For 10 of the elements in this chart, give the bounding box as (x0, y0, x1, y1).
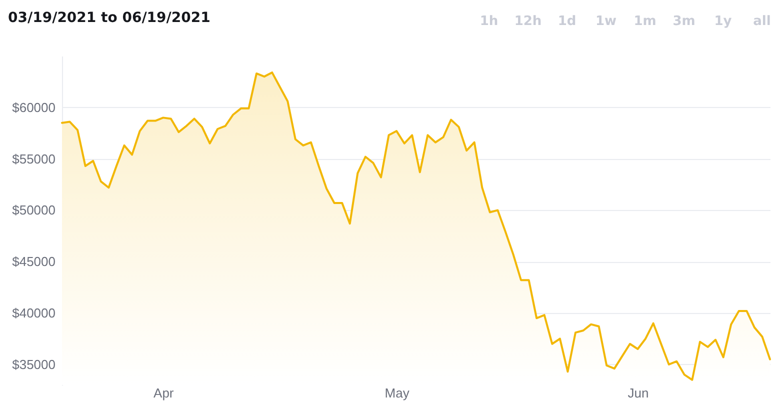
y-tick-label: $55000 (12, 151, 56, 166)
x-tick-label: Apr (154, 386, 174, 400)
y-tick-label: $50000 (12, 202, 56, 218)
y-tick-label: $35000 (12, 356, 56, 372)
y-tick-label: $40000 (12, 306, 56, 321)
chart-title: 03/19/2021 to 06/19/2021 (8, 10, 210, 26)
x-tick-label: May (384, 386, 410, 400)
y-tick-label: $45000 (12, 254, 56, 270)
x-tick-label: Jun (628, 386, 649, 400)
y-tick-label: $60000 (12, 100, 56, 115)
